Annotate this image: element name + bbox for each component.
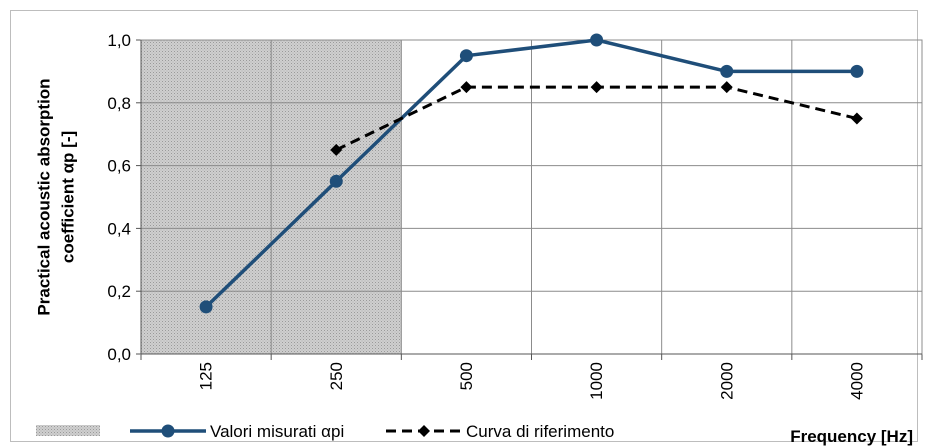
series-1-point bbox=[459, 49, 473, 63]
y-tick-label: 0,0 bbox=[107, 345, 131, 364]
y-tick-label: 0,2 bbox=[107, 282, 131, 301]
series-group bbox=[199, 33, 864, 314]
series-2-point bbox=[720, 81, 733, 94]
axes bbox=[136, 39, 923, 360]
x-tick-label: 4000 bbox=[847, 362, 866, 400]
series-2-point bbox=[850, 112, 863, 125]
series-1-line bbox=[204, 38, 857, 309]
y-axis-title-line: coefficient αp [-] bbox=[59, 131, 78, 263]
legend-shaded-swatch bbox=[36, 425, 100, 436]
y-tick-label: 0,6 bbox=[107, 157, 131, 176]
series-2-point bbox=[460, 81, 473, 94]
x-tick-label: 2000 bbox=[717, 362, 736, 400]
series-2-point bbox=[590, 81, 603, 94]
series-1-point bbox=[329, 174, 343, 188]
x-tick-label: 125 bbox=[197, 362, 216, 390]
x-tick-labels: 125 250 500 1000 2000 4000 bbox=[197, 362, 867, 400]
legend-series-2-label: Curva di riferimento bbox=[466, 422, 614, 441]
x-tick-label: 500 bbox=[457, 362, 476, 390]
y-axis-title-line: Practical acoustic absorption bbox=[35, 78, 54, 315]
x-tick-label: 250 bbox=[327, 362, 346, 390]
x-tick-label: 1000 bbox=[587, 362, 606, 400]
legend-series-1-label: Valori misurati αpi bbox=[210, 422, 344, 441]
series-1-point bbox=[850, 64, 864, 78]
x-axis-title: Frequency [Hz] bbox=[790, 427, 913, 446]
y-tick-label: 0,8 bbox=[107, 94, 131, 113]
series-2-line bbox=[335, 85, 858, 152]
legend-series-1-marker bbox=[161, 424, 175, 438]
series-1-point bbox=[199, 300, 213, 314]
legend-series-2-marker bbox=[418, 425, 430, 437]
series-2-point bbox=[330, 143, 343, 156]
axis-titles: Practical acoustic absorption coefficient… bbox=[35, 78, 914, 446]
chart-frame bbox=[10, 10, 918, 442]
y-tick-label: 1,0 bbox=[107, 31, 131, 50]
y-tick-label: 0,4 bbox=[107, 219, 131, 238]
series-1-point bbox=[590, 33, 604, 47]
y-tick-labels: 0,0 0,2 0,4 0,6 0,8 1,0 bbox=[107, 31, 131, 364]
series-1-point bbox=[720, 64, 734, 78]
legend: Valori misurati αpi Curva di riferimento bbox=[36, 422, 614, 441]
